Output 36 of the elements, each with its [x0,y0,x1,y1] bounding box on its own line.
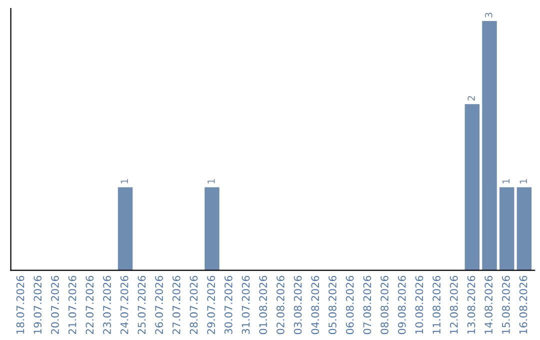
x-tick-label: 19.07.2026 [34,276,42,334]
x-tick-label: 18.07.2026 [16,276,24,334]
data-label: 1 [520,179,527,184]
x-tick-label: 14.08.2026 [484,276,493,334]
x-tick-label: 10.08.2026 [415,276,424,334]
data-label: 1 [502,179,510,184]
x-tick-label: 30.07.2026 [224,276,232,334]
x-tick-label: 06.08.2026 [346,276,354,334]
x-tick-label: 08.08.2026 [380,276,388,334]
x-tick-label: 20.07.2026 [51,276,59,334]
x-tick-label: 04.08.2026 [311,276,320,334]
x-tick-label: 29.07.2026 [207,276,216,334]
x-tick-label: 31.07.2026 [242,276,250,334]
x-tick-label: 09.08.2026 [398,276,406,334]
data-label: 2 [468,96,475,101]
x-tick-label: 12.08.2026 [450,276,458,334]
x-tick-label: 07.08.2026 [363,276,372,334]
x-tick-label: 01.08.2026 [259,276,268,334]
x-tick-label: 02.08.2026 [276,276,284,334]
data-label: 1 [120,179,128,184]
x-tick-label: 26.07.2026 [155,276,163,334]
x-tick-label: 13.08.2026 [467,276,476,334]
x-tick-label: 05.08.2026 [328,276,336,334]
x-tick-label: 24.07.2026 [120,276,128,334]
x-tick-label: 03.08.2026 [294,276,302,334]
x-tick-label: 23.07.2026 [103,276,111,334]
x-tick-label: 27.07.2026 [172,276,180,334]
x-tick-label: 16.08.2026 [519,276,528,334]
data-label: 3 [484,12,492,18]
x-tick-label: 15.08.2026 [502,276,510,334]
x-tick-label: 21.07.2026 [68,276,76,334]
x-tick-label: 11.08.2026 [432,276,440,334]
data-label: 1 [208,179,215,184]
x-tick-label: 22.07.2026 [86,276,94,334]
x-tick-label: 28.07.2026 [190,276,198,334]
x-tick-label: 25.07.2026 [138,276,146,334]
